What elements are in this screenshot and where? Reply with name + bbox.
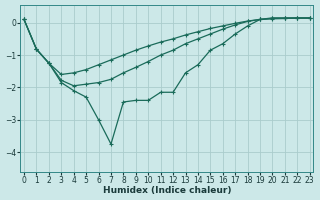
X-axis label: Humidex (Indice chaleur): Humidex (Indice chaleur) — [103, 186, 231, 195]
